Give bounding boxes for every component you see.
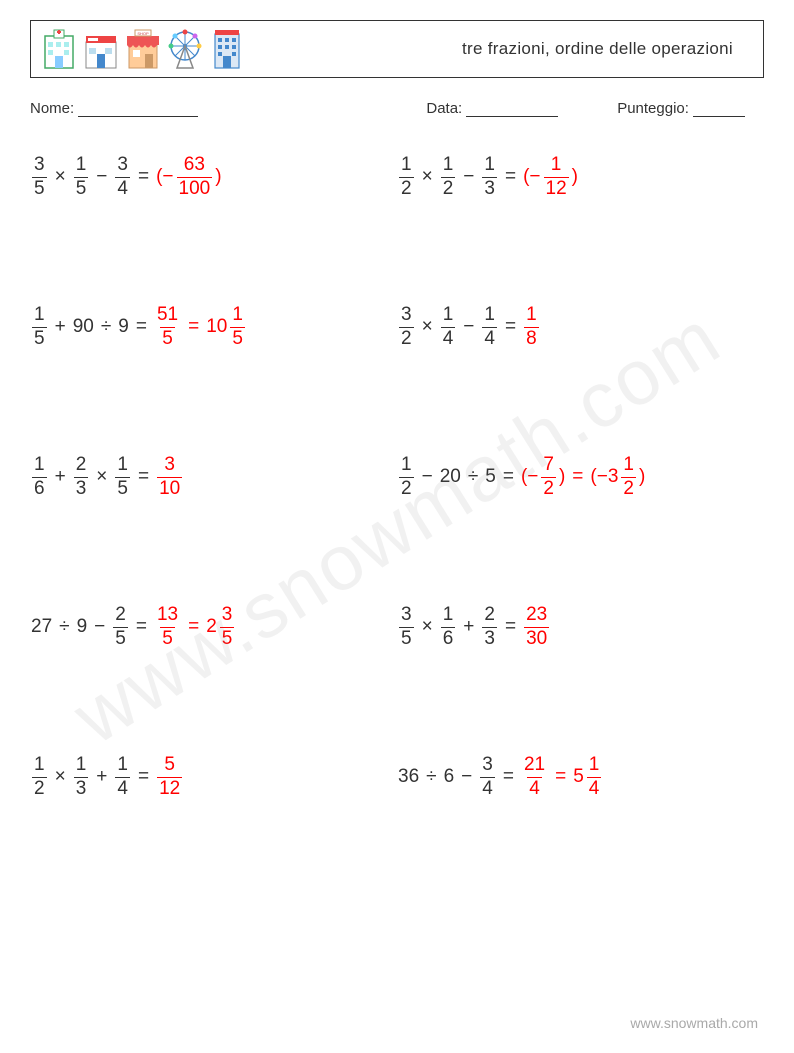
expression: 35×15−34=(−63100) — [30, 155, 223, 200]
expression: 15+90÷9=515=1015 — [30, 305, 247, 350]
name-field: Nome: — [30, 100, 426, 117]
problem-cell: 15+90÷9=515=1015 — [30, 301, 397, 451]
expression: 32×14−14=18 — [397, 305, 541, 350]
expression: 12×13+14=512 — [30, 755, 184, 800]
hospital-building-icon — [41, 28, 77, 70]
problem-cell: 32×14−14=18 — [397, 301, 764, 451]
answer: 310 — [155, 455, 184, 500]
answer: (−112) — [522, 155, 579, 200]
problem-cell: 12×12−13=(−112) — [397, 151, 764, 301]
date-label: Data: — [426, 100, 462, 117]
answer: 135=235 — [153, 605, 236, 650]
expression: 35×16+23=2330 — [397, 605, 551, 650]
score-blank[interactable] — [693, 101, 745, 118]
score-label: Punteggio: — [617, 100, 689, 117]
answer: 2330 — [522, 605, 551, 650]
problem-cell: 36÷6−34=214=514 — [397, 751, 764, 901]
answer: 214=514 — [520, 755, 603, 800]
expression: 36÷6−34=214=514 — [397, 755, 603, 800]
answer: 512 — [155, 755, 184, 800]
problem-cell: 27÷9−25=135=235 — [30, 601, 397, 751]
date-blank[interactable] — [466, 101, 558, 118]
shop-building-icon: SHOP — [125, 28, 161, 70]
problem-cell: 16+23×15=310 — [30, 451, 397, 601]
worksheet-title: tre frazioni, ordine delle operazioni — [245, 39, 753, 59]
name-blank[interactable] — [78, 101, 198, 118]
expression: 27÷9−25=135=235 — [30, 605, 236, 650]
worksheet-header: SHOP tre frazioni, ordine delle operazio… — [30, 20, 764, 78]
office-building-icon — [209, 28, 245, 70]
pharmacy-building-icon — [83, 28, 119, 70]
footer-url: www.snowmath.com — [630, 1015, 758, 1031]
expression: 16+23×15=310 — [30, 455, 184, 500]
problem-cell: 12×13+14=512 — [30, 751, 397, 901]
expression: 12×12−13=(−112) — [397, 155, 579, 200]
name-label: Nome: — [30, 100, 74, 117]
ferris-wheel-icon — [167, 28, 203, 70]
answer: 18 — [522, 305, 541, 350]
expression: 12−20÷5=(−72)=(−312) — [397, 455, 646, 500]
score-field: Punteggio: — [617, 100, 764, 117]
answer: (−63100) — [155, 155, 222, 200]
header-icons: SHOP — [41, 28, 245, 70]
info-row: Nome: Data: Punteggio: — [30, 100, 764, 117]
problem-cell: 12−20÷5=(−72)=(−312) — [397, 451, 764, 601]
date-field: Data: — [426, 100, 617, 117]
answer: (−72)=(−312) — [520, 455, 646, 500]
answer: 515=1015 — [153, 305, 247, 350]
problems-grid: 35×15−34=(−63100) 12×12−13=(−112) 15+90÷9=… — [30, 151, 764, 901]
problem-cell: 35×16+23=2330 — [397, 601, 764, 751]
svg-text:SHOP: SHOP — [137, 31, 149, 36]
problem-cell: 35×15−34=(−63100) — [30, 151, 397, 301]
